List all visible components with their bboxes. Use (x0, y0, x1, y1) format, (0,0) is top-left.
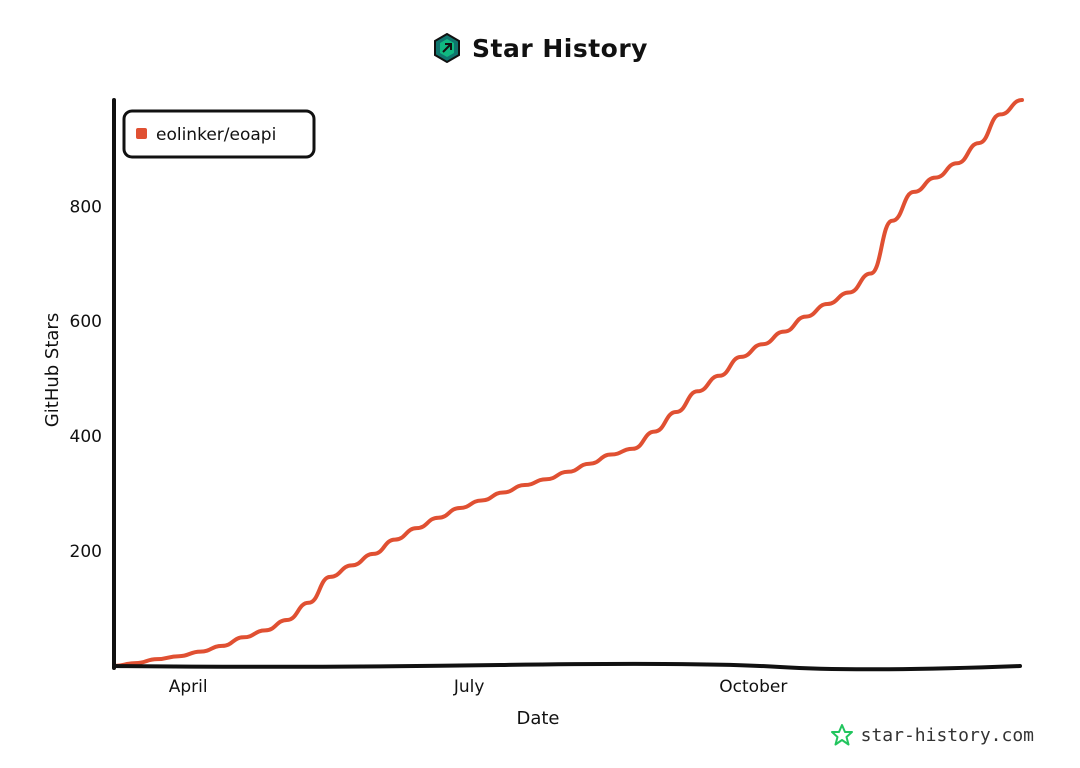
star-icon (830, 724, 853, 746)
legend-swatch-eolinker-eoapi (136, 128, 147, 139)
x-axis-line (112, 661, 1022, 672)
y-tick-label: 400 (70, 427, 102, 447)
x-axis-ticks: April July October (169, 677, 788, 697)
y-axis-ticks: 200 400 600 800 (70, 197, 102, 562)
x-tick-label: July (453, 677, 485, 697)
watermark[interactable]: star-history.com (830, 724, 1034, 746)
chart-header: Star History (0, 28, 1080, 68)
chart-title: Star History (472, 33, 648, 63)
x-tick-label: October (719, 677, 787, 697)
legend: eolinker/eoapi (122, 109, 316, 159)
y-tick-label: 600 (70, 312, 102, 332)
x-axis-label: Date (516, 708, 559, 729)
star-history-logo-icon (434, 33, 460, 63)
y-tick-label: 200 (70, 542, 102, 562)
y-tick-label: 800 (70, 197, 102, 217)
x-tick-label: April (169, 677, 208, 697)
legend-label-eolinker-eoapi: eolinker/eoapi (156, 125, 276, 145)
y-axis-label: GitHub Stars (42, 313, 63, 427)
series-line-eolinker-eoapi (112, 98, 1024, 668)
watermark-text: star-history.com (860, 724, 1034, 746)
